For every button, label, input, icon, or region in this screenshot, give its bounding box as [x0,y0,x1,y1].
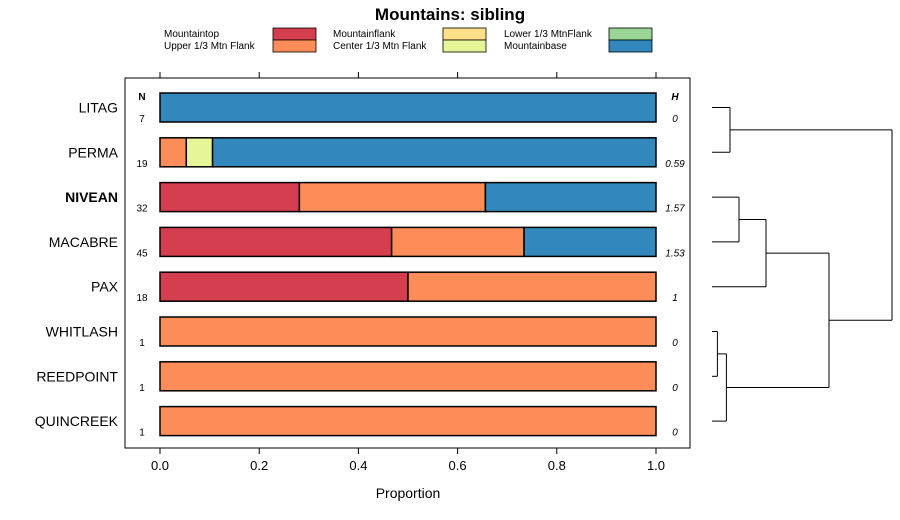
legend-swatch-lower-1-3-mtnflank [608,27,653,41]
bar-segment-litag-mountainbase [159,92,657,123]
n-value-perma: 19 [136,159,148,170]
n-value-macabre: 45 [136,248,148,259]
h-value-reedpoint: 0 [672,383,678,394]
bar-segment-pax-upper-1-3-mtn-flank [407,271,657,302]
legend-swatch-mountainflank [442,27,487,41]
chart-title: Mountains: sibling [375,5,525,24]
bar-segment-macabre-upper-1-3-mtn-flank [390,226,525,258]
x-axis-label: Proportion [376,485,441,501]
n-column-header: N [138,92,145,103]
bar-segment-nivean-upper-1-3-mtn-flank [298,181,487,213]
bar-segment-whitlash-upper-1-3-mtn-flank [159,316,657,347]
row-label-macabre: MACABRE [49,234,118,250]
row-label-pax: PAX [91,279,119,295]
h-value-nivean: 1.57 [665,204,685,215]
plot-frame [124,77,691,449]
x-tick-label: 0.6 [449,458,467,473]
x-tick-label: 0.0 [151,458,169,473]
n-value-whitlash: 1 [139,338,145,349]
row-label-quincreek: QUINCREEK [35,413,119,429]
row-label-perma: PERMA [68,144,118,160]
legend-label-center-1-3-mtn-flank: Center 1/3 Mtn Flank [333,41,427,52]
h-value-perma: 0.59 [665,159,685,170]
legend-swatch-center-1-3-mtn-flank [442,39,487,53]
h-value-whitlash: 0 [672,338,678,349]
h-value-litag: 0 [672,114,678,125]
row-label-reedpoint: REEDPOINT [36,368,118,384]
bar-segment-nivean-mountaintop [159,181,301,213]
n-value-nivean: 32 [136,204,148,215]
legend-label-mountaintop: Mountaintop [164,29,219,40]
x-tick-label: 0.2 [250,458,268,473]
legend-swatch-mountaintop [272,27,317,41]
bar-segment-macabre-mountainbase [523,226,657,258]
legend-swatch-mountainbase [608,39,653,53]
x-tick-label: 1.0 [647,458,665,473]
legend-label-mountainflank: Mountainflank [333,29,396,40]
n-value-litag: 7 [139,114,145,125]
bars: LITAG 7 0 PERMA 19 0.59 NIVEAN 32 1.57 MACABRE 45 1… [35,92,685,439]
x-tick-label: 0.4 [349,458,367,473]
bar-segment-pax-mountaintop [159,271,409,302]
row-label-nivean: NIVEAN [65,189,118,205]
row-label-whitlash: WHITLASH [46,324,118,340]
n-value-reedpoint: 1 [139,383,145,394]
dendrogram [712,107,893,422]
row-label-litag: LITAG [79,100,118,116]
bar-segment-quincreek-upper-1-3-mtn-flank [159,405,657,437]
x-tick-label: 0.8 [548,458,566,473]
legend-label-mountainbase: Mountainbase [504,41,567,52]
h-column-header: H [671,92,679,103]
bar-segment-perma-mountainbase [211,137,657,168]
legend-swatch-upper-1-3-mtn-flank [272,39,317,53]
h-value-quincreek: 0 [672,428,678,439]
legend-label-upper-1-3-mtn-flank: Upper 1/3 Mtn Flank [164,41,256,52]
bar-segment-macabre-mountaintop [159,226,393,258]
bar-segment-reedpoint-upper-1-3-mtn-flank [159,361,657,392]
h-value-pax: 1 [672,293,678,304]
x-axis: 0.0 0.2 0.4 0.6 0.8 1.0 [151,72,665,473]
n-value-pax: 18 [136,293,148,304]
bar-segment-perma-center-1-3-mtn-flank [185,137,214,168]
legend-label-lower-1-3-mtnflank: Lower 1/3 MtnFlank [504,29,593,40]
bar-segment-nivean-mountainbase [484,181,657,213]
bar-segment-perma-upper-1-3-mtn-flank [159,137,188,168]
h-value-macabre: 1.53 [665,248,685,259]
n-value-quincreek: 1 [139,428,145,439]
